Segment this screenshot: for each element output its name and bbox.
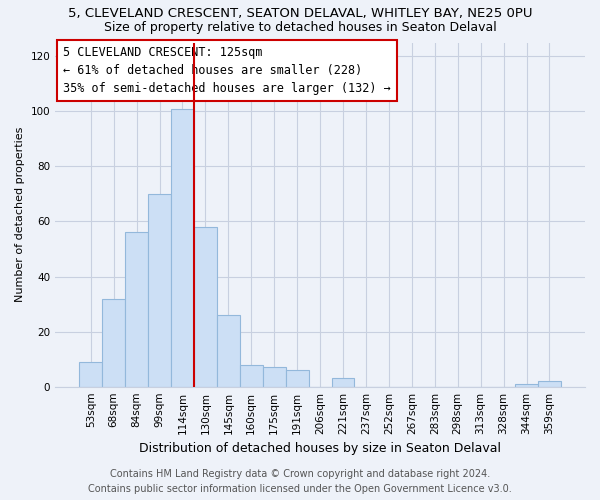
Bar [125,232,148,386]
Bar [538,381,561,386]
Text: 5 CLEVELAND CRESCENT: 125sqm
← 61% of detached houses are smaller (228)
35% of s: 5 CLEVELAND CRESCENT: 125sqm ← 61% of de… [63,46,391,95]
Bar [79,362,102,386]
Bar [217,315,240,386]
Bar [332,378,355,386]
Bar [515,384,538,386]
Text: Size of property relative to detached houses in Seaton Delaval: Size of property relative to detached ho… [104,21,496,34]
Bar [240,364,263,386]
Text: 5, CLEVELAND CRESCENT, SEATON DELAVAL, WHITLEY BAY, NE25 0PU: 5, CLEVELAND CRESCENT, SEATON DELAVAL, W… [68,8,532,20]
Bar [102,298,125,386]
Bar [263,368,286,386]
X-axis label: Distribution of detached houses by size in Seaton Delaval: Distribution of detached houses by size … [139,442,501,455]
Y-axis label: Number of detached properties: Number of detached properties [15,127,25,302]
Bar [194,227,217,386]
Bar [171,108,194,386]
Bar [286,370,308,386]
Text: Contains HM Land Registry data © Crown copyright and database right 2024.
Contai: Contains HM Land Registry data © Crown c… [88,469,512,494]
Bar [148,194,171,386]
